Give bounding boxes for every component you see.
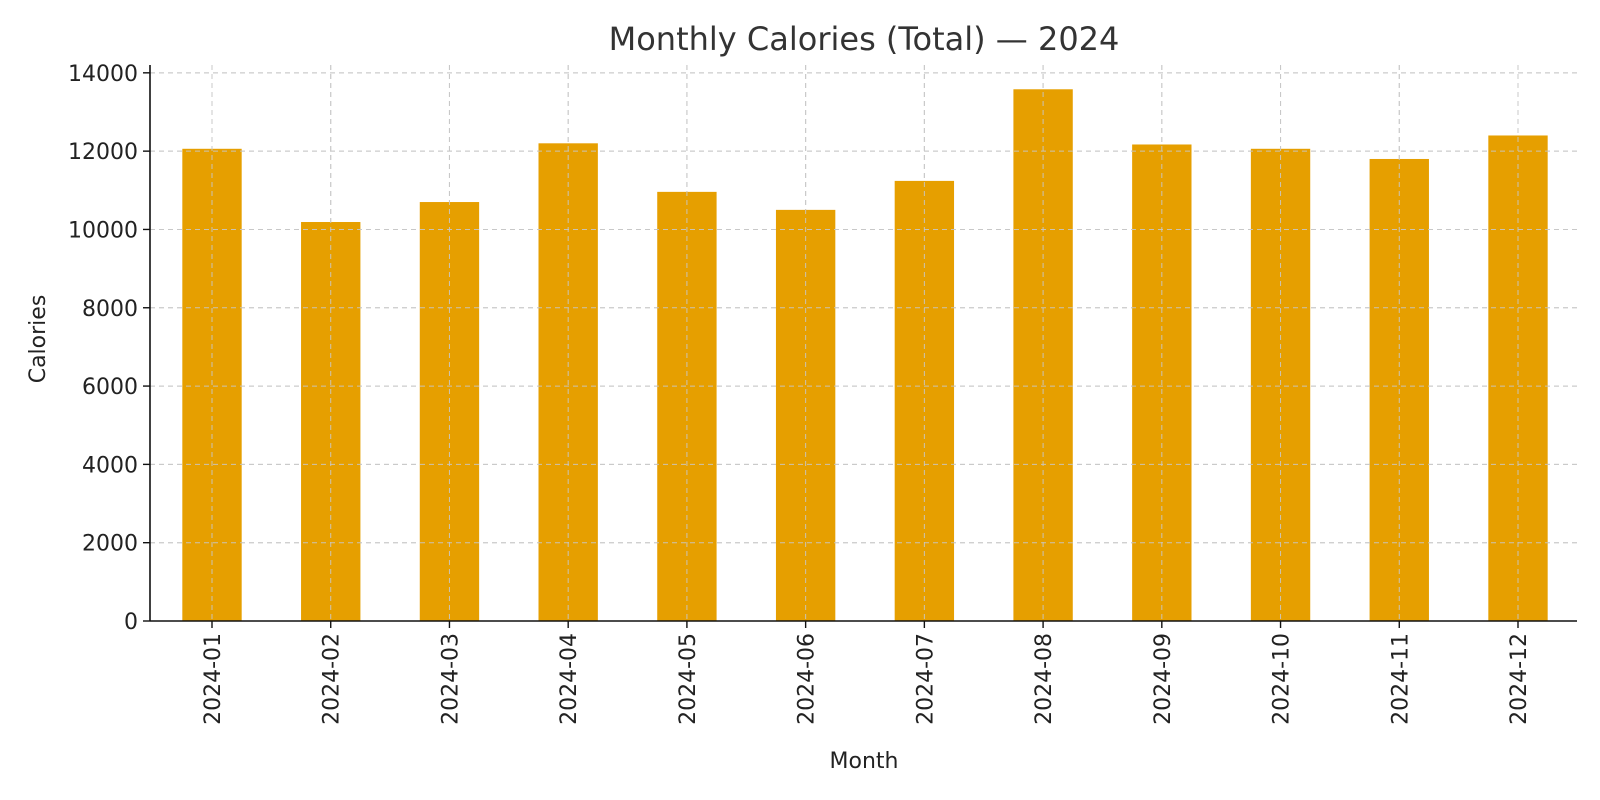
x-tick-label: 2024-07: [913, 633, 938, 725]
y-ticks: 0 2000 4000 6000 8000 10000 12000 14000: [68, 62, 150, 635]
y-axis-label: Calories: [26, 295, 51, 384]
y-tick-label: 2000: [82, 532, 138, 557]
x-tick-label: 2024-06: [795, 633, 820, 725]
x-tick-label: 2024-09: [1151, 633, 1176, 725]
grid: [150, 65, 1577, 621]
y-tick-label: 8000: [82, 297, 138, 322]
y-tick-label: 14000: [68, 62, 138, 87]
bar-2024-06: [775, 209, 836, 622]
bar-2024-12: [1488, 135, 1548, 621]
y-tick-label: 4000: [82, 453, 138, 478]
x-axis-label: Month: [830, 749, 899, 774]
x-tick-label: 2024-10: [1270, 633, 1295, 725]
y-tick-label: 12000: [68, 140, 138, 165]
x-tick-label: 2024-12: [1507, 633, 1532, 725]
x-ticks: 2024-01 2024-02 2024-03 2024-04 2024-05 2024-…: [201, 621, 1532, 725]
chart-title: Monthly Calories (Total) — 2024: [609, 20, 1120, 58]
x-tick-label: 2024-08: [1032, 633, 1057, 725]
x-tick-label: 2024-03: [438, 633, 463, 725]
y-tick-label: 6000: [82, 375, 138, 400]
x-tick-label: 2024-05: [676, 633, 701, 725]
y-tick-label: 10000: [68, 218, 138, 243]
x-tick-label: 2024-04: [557, 633, 582, 725]
bars: [150, 65, 1577, 622]
x-tick-label: 2024-01: [201, 633, 226, 725]
y-tick-label: 0: [124, 610, 138, 635]
x-tick-label: 2024-11: [1388, 633, 1413, 725]
x-tick-label: 2024-02: [320, 633, 345, 725]
axes: [149, 65, 1577, 622]
